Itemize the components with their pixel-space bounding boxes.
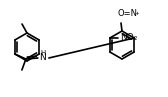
- Text: NO₂: NO₂: [120, 33, 137, 42]
- Text: H: H: [40, 50, 46, 56]
- Text: O=N: O=N: [117, 9, 137, 18]
- Text: N: N: [39, 54, 46, 62]
- Text: +: +: [134, 11, 139, 16]
